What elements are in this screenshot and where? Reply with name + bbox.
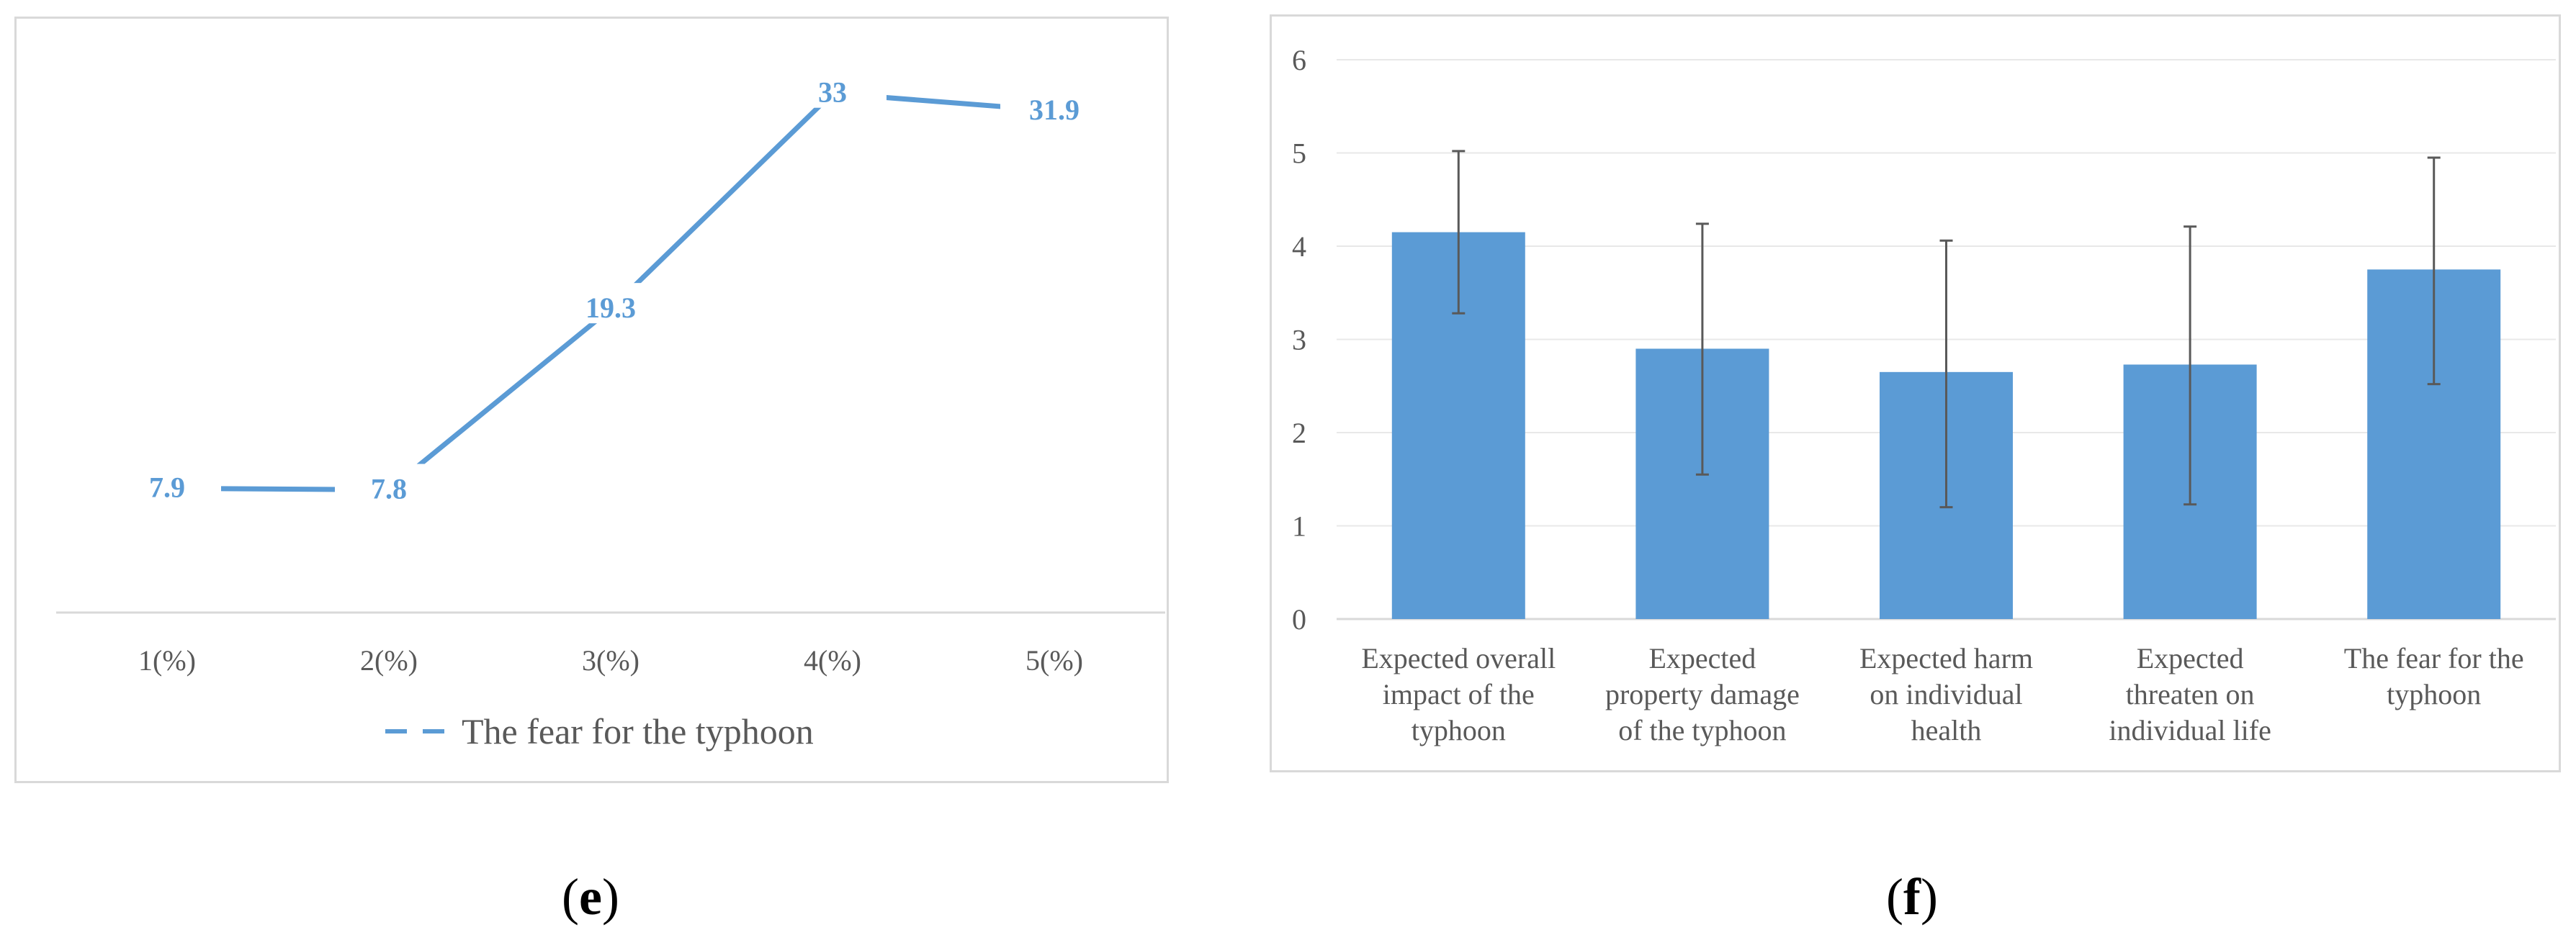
y-tick-label: 1 — [1292, 510, 1306, 543]
x-category-label-line: impact of the — [1383, 678, 1535, 710]
data-label: 33 — [818, 76, 847, 109]
data-label: 31.9 — [1029, 94, 1080, 126]
data-label: 7.8 — [371, 473, 407, 505]
x-category-label: Expected harm on individual health — [1859, 642, 2033, 746]
x-category-label-line: typhoon — [1412, 714, 1506, 746]
x-category-label: The fear for the typhoon — [2344, 642, 2524, 710]
x-category-label-line: Expected — [1648, 642, 1756, 674]
x-category-label-line: Expected harm — [1859, 642, 2033, 674]
caption-f: (f) — [1886, 868, 1938, 926]
x-category-label: Expected property damage of the typhoon — [1605, 642, 1800, 746]
x-category-label-line: health — [1911, 714, 1982, 746]
line-chart: 1(%) 2(%) 3(%) 4(%) 5(%) 7.9 7.8 19.3 33 31.9 The … — [56, 67, 1165, 751]
data-label-bg — [335, 464, 443, 505]
x-category-label-line: of the typhoon — [1618, 714, 1786, 746]
caption-e: (e) — [562, 868, 619, 926]
x-category-label-line: on individual — [1870, 678, 2022, 710]
bar-chart: 0 1 2 3 4 5 6 Expected overall impact of the typh… — [1292, 44, 2556, 746]
line-chart-panel: 1(%) 2(%) 3(%) 4(%) 5(%) 7.9 7.8 19.3 33 31.9 The … — [14, 17, 1169, 783]
data-label-bg — [1000, 84, 1108, 125]
y-tick-label: 6 — [1292, 44, 1306, 76]
x-category-label-line: threaten on — [2126, 678, 2255, 710]
y-tick-label: 2 — [1292, 417, 1306, 449]
y-tick-label: 5 — [1292, 137, 1306, 170]
data-label-bg — [557, 283, 665, 324]
x-category-label: Expected threaten on individual life — [2109, 642, 2271, 746]
x-tick-label: 5(%) — [1026, 644, 1083, 677]
legend-label: The fear for the typhoon — [462, 711, 814, 751]
data-label: 19.3 — [585, 292, 636, 324]
x-category-label-line: Expected — [2137, 642, 2244, 674]
x-tick-label: 3(%) — [582, 644, 639, 677]
x-tick-label: 1(%) — [138, 644, 196, 677]
x-tick-label: 2(%) — [360, 644, 418, 677]
y-tick-label: 4 — [1292, 230, 1306, 263]
x-category-label-line: Expected overall — [1361, 642, 1556, 674]
y-tick-label: 0 — [1292, 603, 1306, 636]
x-category-label-line: property damage — [1605, 678, 1800, 710]
x-tick-label: 4(%) — [804, 644, 861, 677]
bar-chart-panel: 0 1 2 3 4 5 6 Expected overall impact of the typh… — [1270, 14, 2561, 772]
x-category-label-line: typhoon — [2387, 678, 2481, 710]
x-category-label-line: The fear for the — [2344, 642, 2524, 674]
x-category-label-line: individual life — [2109, 714, 2271, 746]
data-label: 7.9 — [149, 471, 185, 503]
data-label-bg — [113, 462, 221, 503]
x-category-label: Expected overall impact of the typhoon — [1361, 642, 1556, 746]
y-tick-label: 3 — [1292, 324, 1306, 356]
data-label-bg — [778, 67, 887, 108]
